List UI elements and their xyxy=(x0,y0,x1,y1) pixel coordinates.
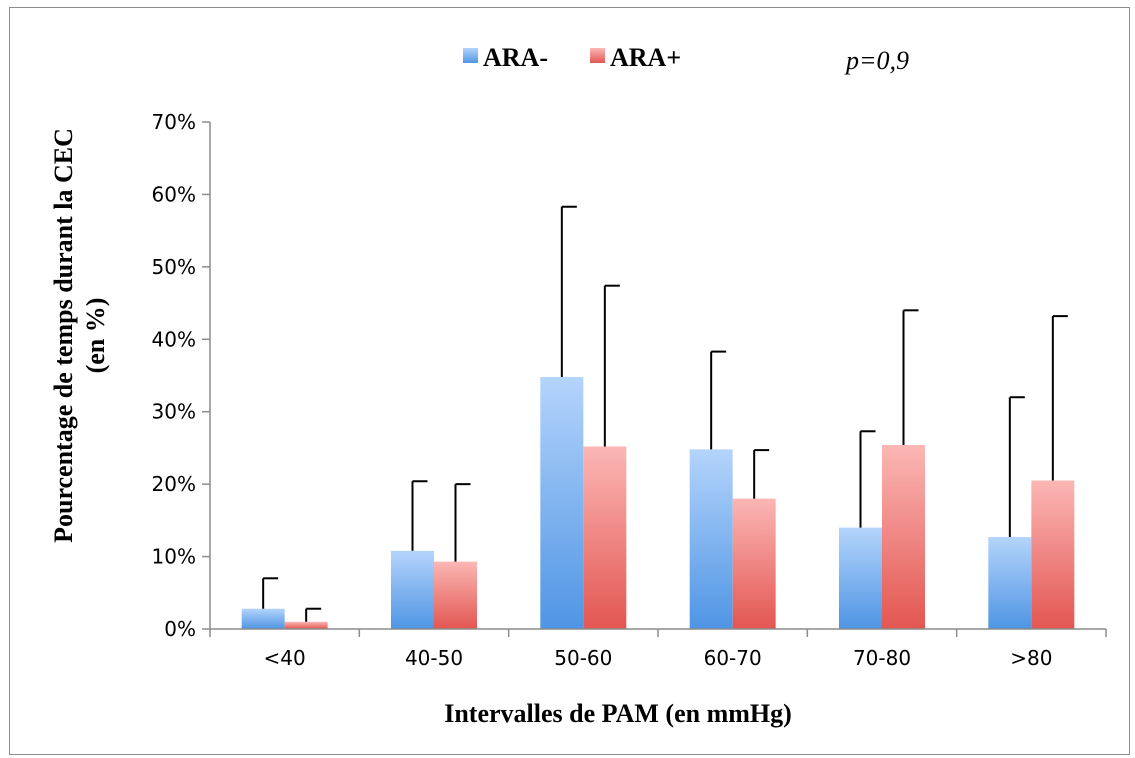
y-tick-label: 30% xyxy=(152,400,196,424)
x-tick-label: >80 xyxy=(1010,646,1052,670)
bar-ara-minus xyxy=(839,527,882,629)
bar-ara-minus xyxy=(391,550,434,629)
bar-ara-minus xyxy=(241,608,285,629)
error-bars-layer xyxy=(262,205,1068,622)
x-tick-label: 60-70 xyxy=(704,646,762,670)
x-axis-title: Intervalles de PAM (en mmHg) xyxy=(444,699,792,728)
bar-ara-plus xyxy=(583,446,627,629)
legend: ARA- ARA+ xyxy=(463,43,681,72)
bar-ara-plus xyxy=(732,498,776,629)
axes-layer xyxy=(202,121,1107,637)
y-tick-label: 40% xyxy=(152,327,196,351)
bar-ara-plus xyxy=(882,445,925,629)
legend-swatch-ara-plus xyxy=(590,48,605,63)
y-tick-label: 60% xyxy=(152,182,196,206)
bar-ara-minus xyxy=(988,537,1032,629)
legend-label-ara-minus: ARA- xyxy=(483,43,548,72)
bar-ara-minus xyxy=(540,376,584,629)
y-tick-label: 0% xyxy=(164,617,196,641)
y-tick-label: 50% xyxy=(152,255,196,279)
bars-layer xyxy=(241,376,1075,629)
bar-ara-minus xyxy=(689,449,733,629)
legend-label-ara-plus: ARA+ xyxy=(610,43,681,72)
bar-ara-plus xyxy=(434,561,477,629)
y-tick-label: 70% xyxy=(152,110,196,134)
y-tick-label: 10% xyxy=(152,545,196,569)
x-tick-label: 40-50 xyxy=(405,646,463,670)
x-tick-label: <40 xyxy=(264,646,306,670)
y-axis-title-line1: Pourcentage de temps durant la CEC xyxy=(49,128,78,543)
y-tick-label: 20% xyxy=(152,472,196,496)
x-tick-label: 70-80 xyxy=(853,646,911,670)
legend-swatch-ara-minus xyxy=(463,48,478,63)
chart-frame: 0% 10% 20% 30% 40% 50% 60% 70% <40 40-50 50-60 60-7… xyxy=(9,7,1130,755)
p-value-annotation: p=0,9 xyxy=(844,46,909,75)
labels-layer: 0% 10% 20% 30% 40% 50% 60% 70% <40 40-50 50-60 60-7… xyxy=(49,46,1052,728)
bar-ara-plus xyxy=(284,621,328,629)
bar-chart: 0% 10% 20% 30% 40% 50% 60% 70% <40 40-50 50-60 60-7… xyxy=(49,43,1107,728)
x-tick-label: 50-60 xyxy=(554,646,612,670)
y-axis-title: Pourcentage de temps durant la CEC (en %) xyxy=(49,128,110,543)
y-axis-title-line2: (en %) xyxy=(81,298,110,374)
bar-ara-plus xyxy=(1031,480,1075,629)
